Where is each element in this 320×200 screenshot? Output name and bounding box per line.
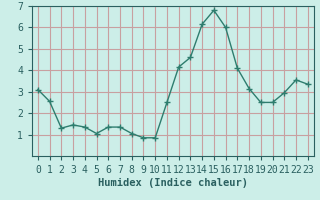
X-axis label: Humidex (Indice chaleur): Humidex (Indice chaleur) (98, 178, 248, 188)
